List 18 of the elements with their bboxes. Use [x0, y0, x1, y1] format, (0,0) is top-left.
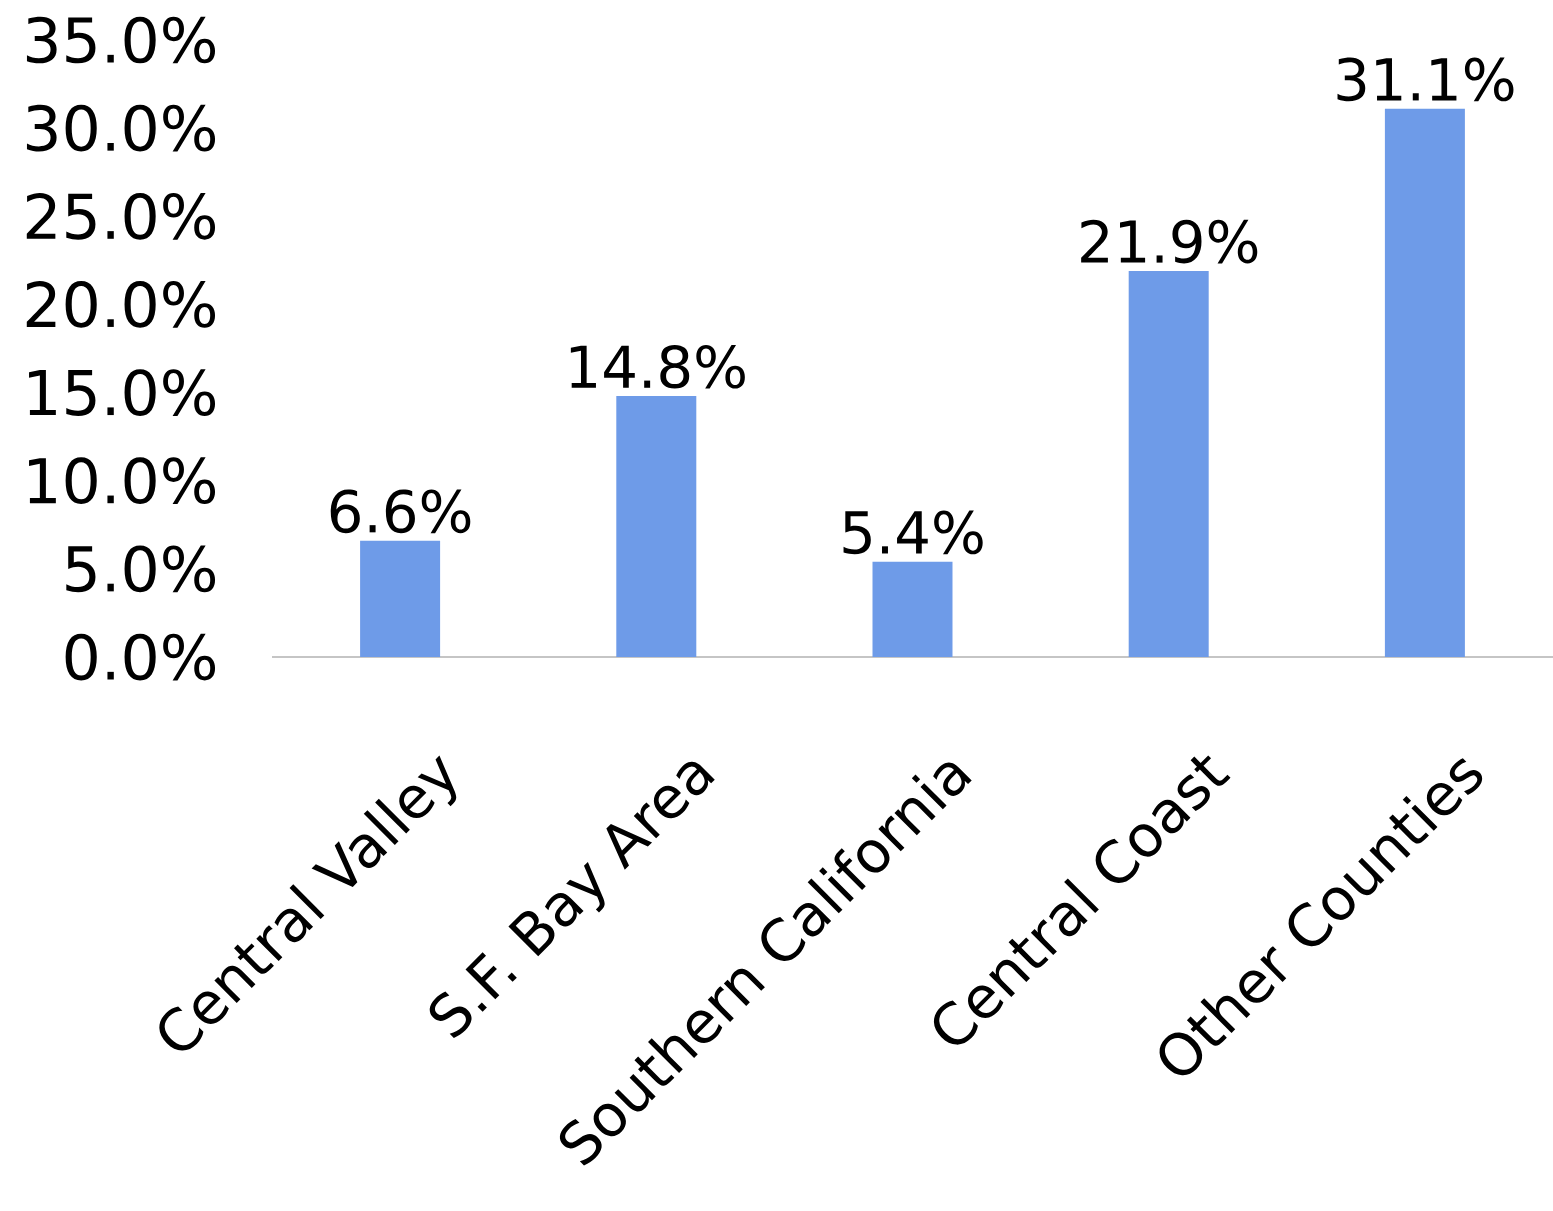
bar	[872, 561, 953, 658]
data-label: 31.1%	[1337, 57, 1514, 102]
y-tick-label: 10.0%	[29, 457, 216, 505]
y-tick-label: 20.0%	[26, 281, 216, 328]
bar	[616, 396, 697, 658]
bar	[360, 540, 441, 658]
y-tick-label: 15.0%	[29, 369, 216, 416]
data-label: 6.6%	[330, 489, 471, 534]
y-tick-label: 30.0%	[26, 104, 216, 152]
bar	[1128, 270, 1209, 658]
y-tick-label: 0.0%	[65, 633, 216, 681]
data-label: 21.9%	[1081, 219, 1258, 264]
data-label: 14.8%	[570, 344, 745, 389]
y-tick-label: 25.0%	[26, 192, 216, 240]
data-label: 5.4%	[843, 510, 983, 555]
bar	[1384, 108, 1465, 658]
y-tick-label: 5.0%	[66, 545, 216, 593]
y-tick-label: 35.0%	[26, 16, 216, 64]
